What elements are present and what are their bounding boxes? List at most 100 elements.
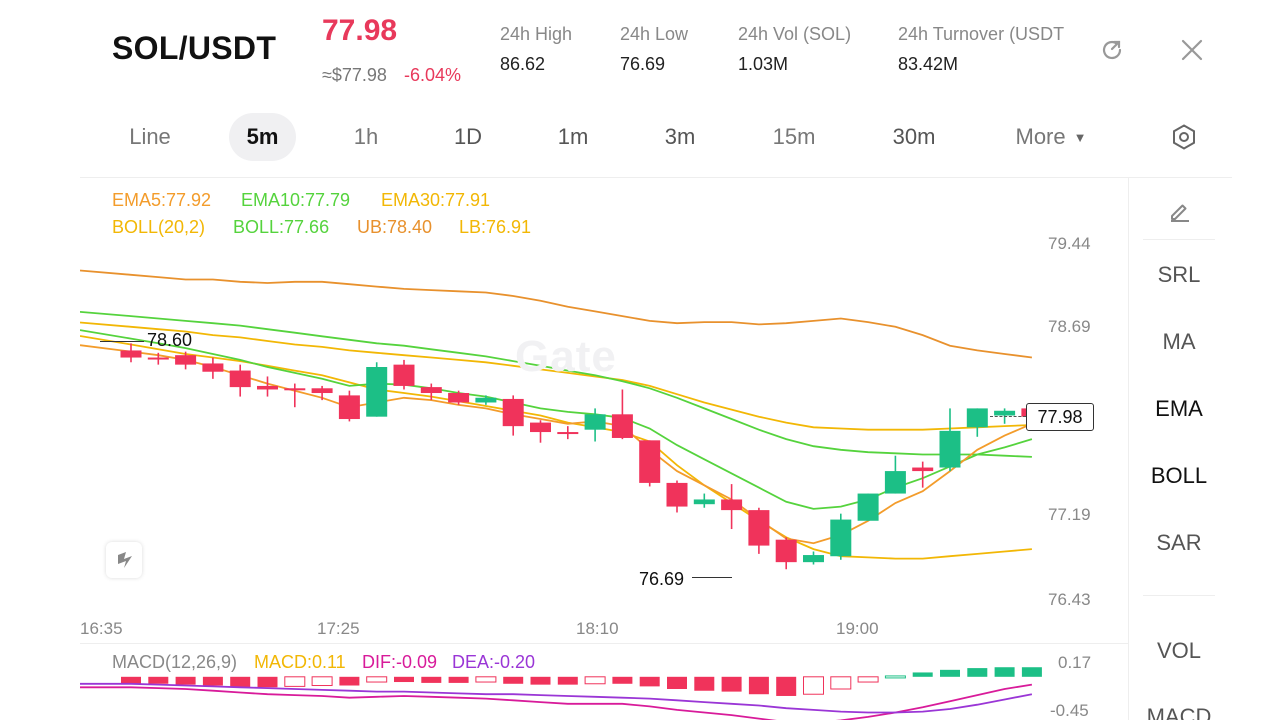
candle	[693, 493, 715, 508]
macd-axis-label: -0.45	[1050, 701, 1089, 720]
candle-body-down	[912, 467, 934, 472]
stat-value: 76.69	[620, 54, 666, 74]
sidebar-item-macd[interactable]: MACD	[1146, 704, 1212, 720]
current-price-tag: 77.98	[1026, 403, 1094, 431]
tab-more[interactable]: More ▼	[1006, 113, 1096, 161]
candle-body-down	[147, 357, 169, 360]
candle-body-down	[229, 370, 251, 388]
share-icon[interactable]	[1096, 34, 1128, 66]
sidebar-item-ema[interactable]: EMA	[1155, 396, 1203, 421]
candle-body-up	[693, 499, 715, 505]
ema30-legend: EMA30:77.91	[381, 190, 491, 210]
candle-body-up	[857, 493, 879, 521]
stat-24h-vol: 24h Vol (SOL) 1.03M	[738, 24, 851, 75]
ema10-legend: EMA10:77.79	[241, 190, 351, 210]
tab-1d[interactable]: 1D	[453, 124, 483, 149]
macd-histogram-bar	[311, 676, 333, 687]
candle-body-down	[257, 385, 278, 390]
stat-label: 24h Turnover (USDT	[898, 24, 1065, 44]
candle	[393, 359, 415, 390]
candle	[502, 395, 524, 436]
candle	[448, 390, 470, 405]
candle-body-down	[311, 388, 333, 394]
price-axis-label: 77.19	[1048, 505, 1091, 524]
candle	[557, 426, 579, 440]
stat-value: 1.03M	[738, 54, 789, 74]
sidebar-item-vol[interactable]: VOL	[1156, 638, 1202, 663]
candle-body-down	[202, 363, 224, 372]
sidebar-item-srl[interactable]: SRL	[1157, 262, 1201, 287]
candle	[857, 493, 879, 521]
watermark-logo: Gate	[515, 332, 617, 381]
macd-top-divider	[80, 643, 1128, 644]
tab-3m[interactable]: 3m	[664, 124, 696, 149]
macd-histogram-bar	[230, 676, 251, 688]
macd-histogram-bar	[912, 672, 933, 677]
pair-title: SOL/USDT	[112, 30, 277, 66]
tab-1h[interactable]: 1h	[353, 124, 379, 149]
pencil-icon[interactable]	[1164, 194, 1196, 226]
candle	[666, 480, 688, 513]
stat-value: 86.62	[500, 54, 546, 74]
macd-histogram-bar	[994, 667, 1015, 677]
macd-histogram-bar	[884, 675, 906, 679]
macd-histogram-bar	[394, 676, 414, 683]
boll-upper-band-line	[80, 269, 1033, 359]
sidebar-item-ma[interactable]: MA	[1162, 329, 1196, 354]
last-price: 77.98	[322, 14, 398, 47]
macd-histogram-bar	[830, 676, 852, 690]
boll-middle-line	[80, 311, 1032, 458]
stat-24h-turnover: 24h Turnover (USDT 83.42M	[898, 24, 1084, 75]
candle-body-up	[803, 555, 824, 563]
tab-15m[interactable]: 15m	[772, 124, 816, 149]
macd-histogram-bar	[175, 676, 196, 685]
macd-histogram-bar	[940, 669, 960, 677]
caret-down-icon: ▼	[1073, 129, 1087, 145]
current-price-dashline	[990, 416, 1026, 417]
dea-legend: DEA:-0.20	[452, 652, 536, 672]
macd-histogram-bar	[503, 676, 524, 684]
ema5-legend: EMA5:77.92	[112, 190, 212, 210]
candle-body-up	[584, 414, 606, 430]
macd-histogram-bar	[530, 676, 551, 685]
candle	[338, 390, 360, 422]
sidebar-item-sar[interactable]: SAR	[1156, 530, 1202, 555]
candle	[830, 513, 852, 560]
candle-body-down	[338, 395, 360, 420]
tab-5m[interactable]: 5m	[229, 113, 296, 161]
stat-value: 83.42M	[898, 54, 959, 74]
macd-histogram-bar	[366, 676, 388, 683]
stat-24h-high: 24h High 86.62	[500, 24, 572, 75]
candle-body-down	[721, 499, 743, 511]
macd-histogram-bar	[803, 676, 824, 695]
tab-1m[interactable]: 1m	[557, 124, 589, 149]
sidebar-item-boll[interactable]: BOLL	[1150, 463, 1208, 488]
close-icon[interactable]	[1176, 34, 1208, 66]
high-price-marker: 78.60	[147, 330, 193, 350]
low-marker-line	[692, 577, 732, 578]
dea-line	[80, 682, 1033, 714]
macd-histogram-bar	[612, 676, 633, 684]
sidebar-separator	[1143, 239, 1215, 240]
macd-histogram-bar	[339, 676, 360, 686]
macd-histogram-bar	[448, 676, 469, 683]
time-axis-label: 19:00	[836, 619, 879, 638]
candle	[311, 385, 333, 401]
candle	[775, 537, 797, 570]
candle	[257, 376, 278, 397]
boll-params-legend: BOLL(20,2)	[112, 217, 206, 237]
price-axis-label: 76.43	[1048, 590, 1091, 609]
tab-line[interactable]: Line	[129, 124, 171, 149]
candlestick-chart[interactable]	[80, 178, 1128, 720]
macd-histogram-bar	[639, 676, 660, 687]
price-axis-label: 78.69	[1048, 317, 1091, 336]
hexagon-settings-icon[interactable]	[1168, 121, 1200, 153]
candle-body-down	[611, 414, 633, 438]
chart-top-divider	[80, 177, 1232, 178]
stat-label: 24h High	[500, 24, 573, 44]
tab-30m[interactable]: 30m	[892, 124, 936, 149]
candle-body-down	[502, 398, 524, 427]
chart-mode-toggle-icon[interactable]	[106, 542, 142, 578]
boll-legend: BOLL:77.66	[233, 217, 330, 237]
stat-label: 24h Low	[620, 24, 689, 44]
